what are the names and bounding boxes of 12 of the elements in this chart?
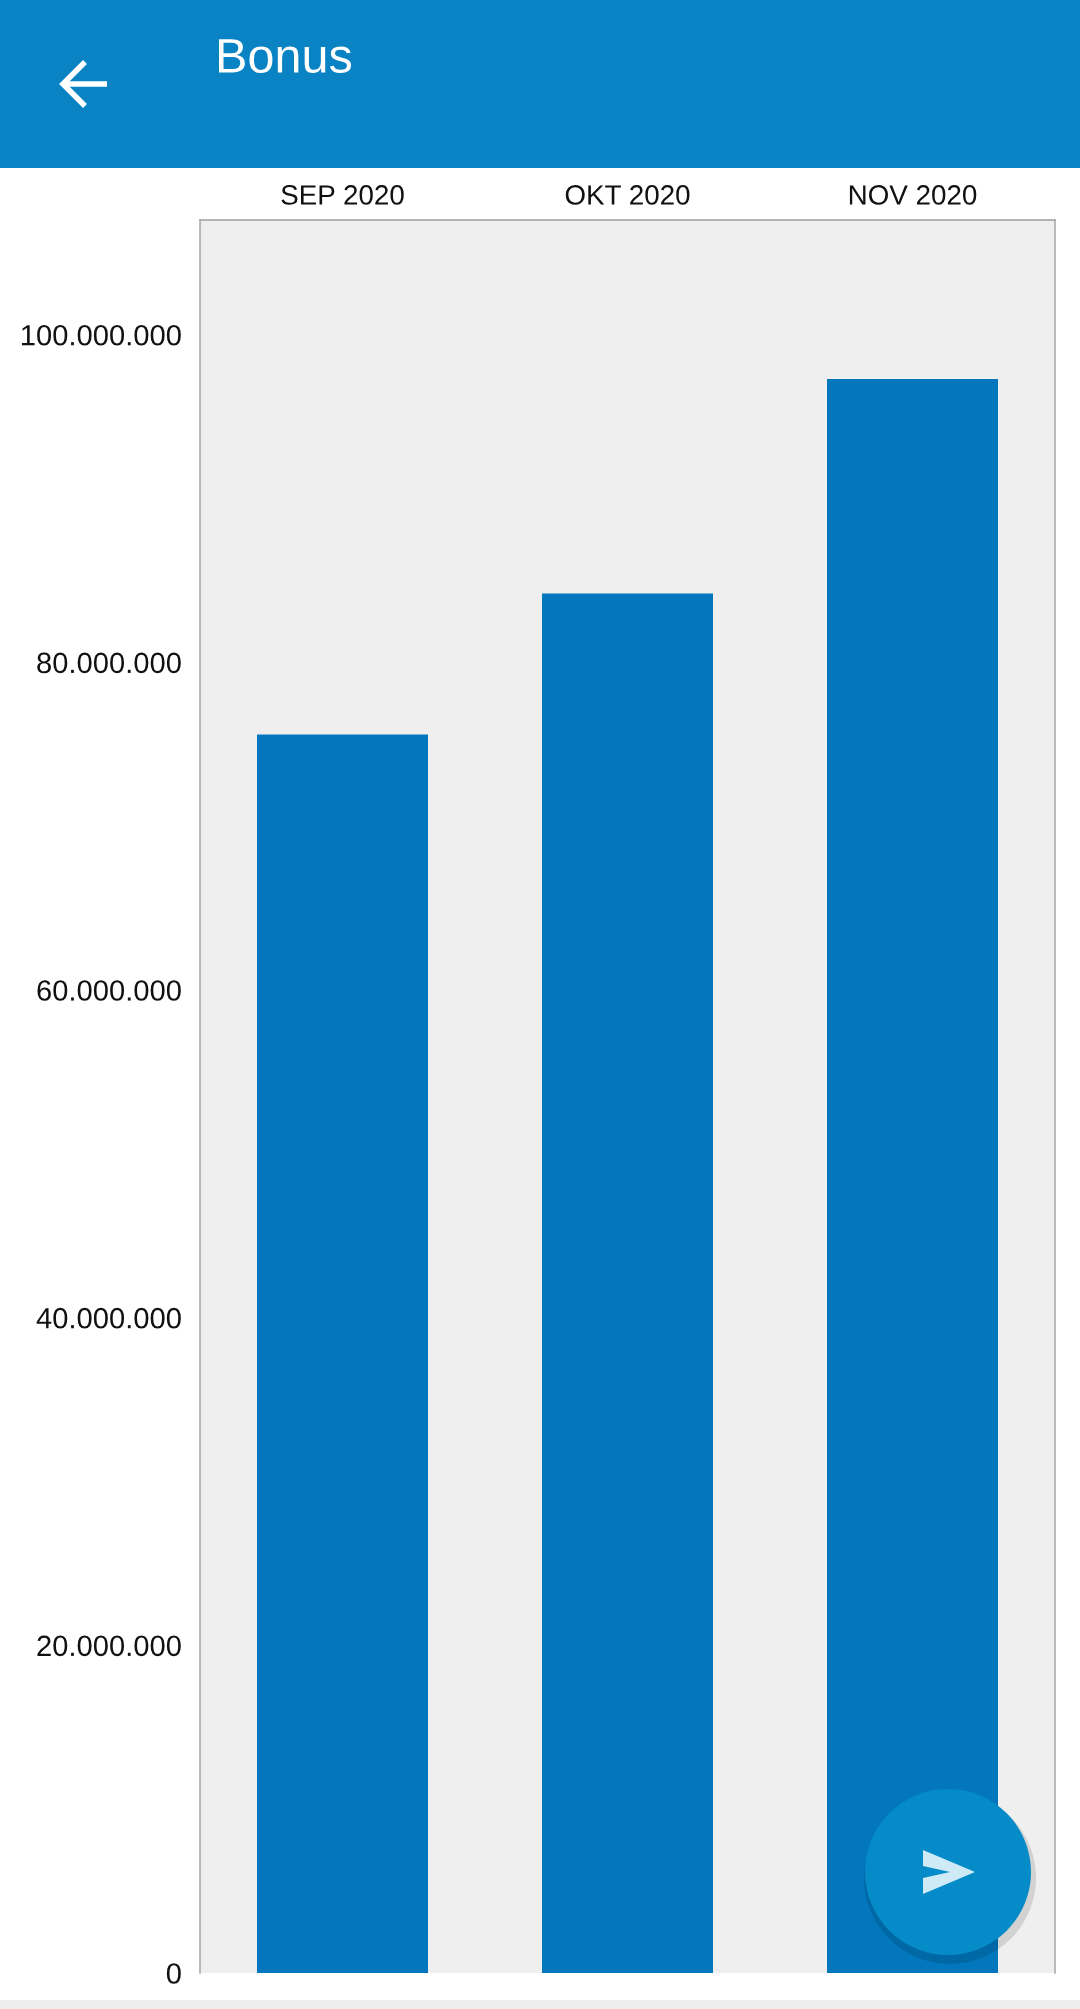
chart-title: Bonus xyxy=(218,39,352,74)
y-tick-label: 20.000.000 xyxy=(37,1635,181,1657)
y-tick-label: 80.000.000 xyxy=(37,652,181,674)
x-tick-label: SEP 2020 xyxy=(281,185,404,205)
x-tick-label: NOV 2020 xyxy=(849,185,977,205)
y-tick-label: 100.000.000 xyxy=(21,324,181,346)
bar xyxy=(257,734,428,1973)
x-tick-label: OKT 2020 xyxy=(565,185,690,205)
y-tick-label: 40.000.000 xyxy=(36,1307,181,1329)
y-tick-label: 0 xyxy=(166,1963,181,1984)
y-tick-label: 60.000.000 xyxy=(37,980,181,1001)
bar xyxy=(542,593,713,1973)
